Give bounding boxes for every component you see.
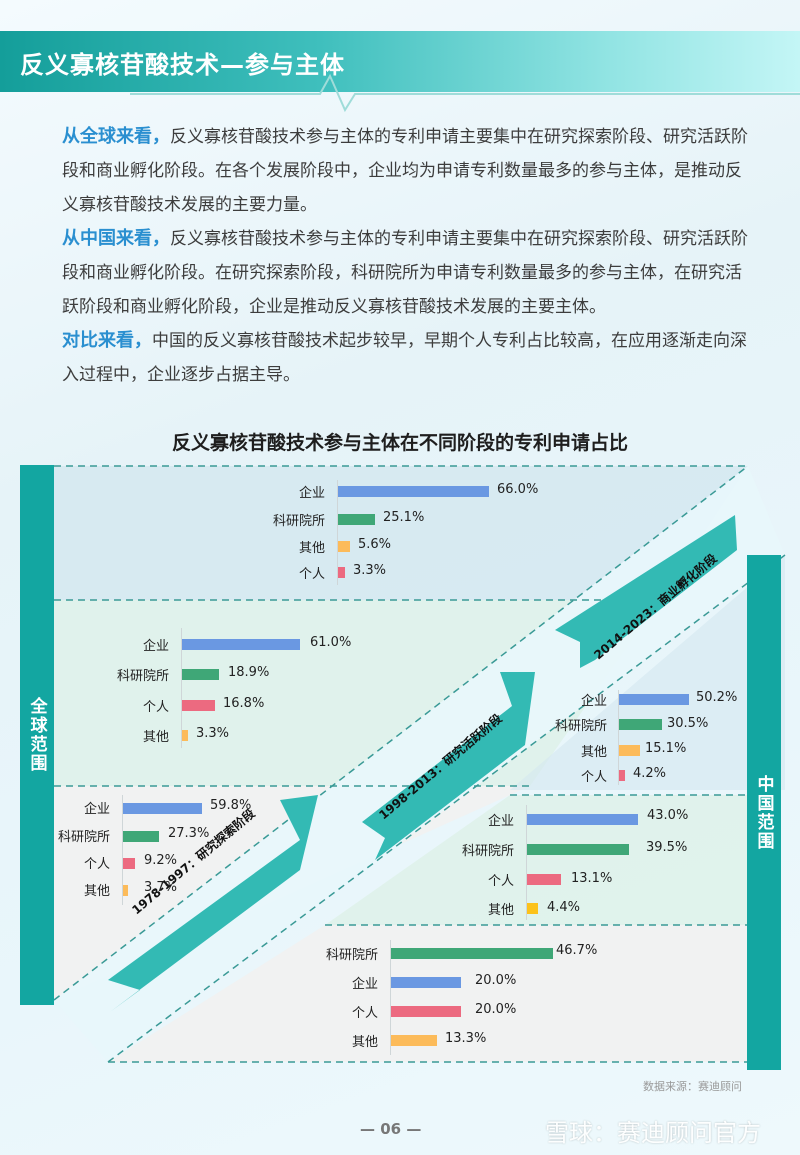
bar-value: 9.2% [144, 853, 178, 868]
bar-other [391, 1035, 437, 1046]
bar-enterprise [391, 977, 461, 988]
china-scope-label: 中国范围 [753, 774, 774, 851]
bar-label: 企业 [142, 639, 169, 654]
bar-individual [338, 567, 345, 578]
bar-label: 科研院所 [116, 669, 169, 684]
bar-label: 个人 [487, 874, 514, 889]
bar-value: 5.6% [358, 537, 392, 552]
axis-line [526, 805, 527, 920]
bar-value: 3.3% [353, 563, 387, 578]
bar-label: 其他 [298, 541, 325, 556]
bar-value: 4.2% [633, 766, 667, 781]
bar-value: 20.0% [475, 973, 517, 988]
global-scope-bar: 全球范围 [20, 465, 54, 1005]
bar-research [182, 669, 219, 680]
bar-value: 43.0% [647, 808, 689, 823]
bar-value: 18.9% [228, 665, 270, 680]
bar-research [338, 514, 375, 525]
bar-value: 3.7% [144, 880, 178, 895]
bar-label: 科研院所 [272, 514, 325, 529]
bar-value: 66.0% [497, 482, 539, 497]
bar-enterprise [527, 814, 638, 825]
bar-label: 企业 [487, 814, 514, 829]
bar-label: 其他 [580, 745, 607, 760]
bar-enterprise [182, 639, 300, 650]
bar-enterprise [123, 803, 202, 814]
bar-label: 其他 [142, 730, 169, 745]
bar-research [123, 831, 159, 842]
bar-value: 50.2% [696, 690, 738, 705]
axis-line [618, 690, 619, 785]
chart-title: 反义寡核苷酸技术参与主体在不同阶段的专利申请占比 [171, 432, 628, 454]
bar-label: 科研院所 [325, 948, 378, 963]
bar-label: 个人 [83, 857, 110, 872]
paragraph-lead: 从全球来看， [62, 126, 170, 147]
bar-label: 其他 [83, 884, 110, 899]
china-scope-bar: 中国范围 [747, 555, 781, 1070]
axis-line [390, 940, 391, 1055]
bar-value: 59.8% [210, 798, 252, 813]
bar-label: 其他 [351, 1035, 378, 1050]
bar-value: 20.0% [475, 1002, 517, 1017]
bar-research [619, 719, 662, 730]
paragraph-lead: 对比来看， [62, 330, 152, 351]
bar-value: 39.5% [646, 840, 688, 855]
header-band [0, 31, 800, 92]
bar-value: 15.1% [645, 741, 687, 756]
bar-other [527, 903, 538, 914]
bar-value: 61.0% [310, 635, 352, 650]
paragraph-global: 从全球来看，反义寡核苷酸技术参与主体的专利申请主要集中在研究探索阶段、研究活跃阶… [62, 120, 752, 222]
page-title: 反义寡核苷酸技术—参与主体 [20, 51, 345, 79]
page-number: — 06 — [360, 1120, 422, 1138]
bar-value: 13.1% [571, 871, 613, 886]
bar-other [338, 541, 350, 552]
paragraph-body: 反义寡核苷酸技术参与主体的专利申请主要集中在研究探索阶段、研究活跃阶段和商业孵化… [62, 127, 748, 215]
paragraph-china: 从中国来看，反义寡核苷酸技术参与主体的专利申请主要集中在研究探索阶段、研究活跃阶… [62, 222, 752, 324]
bar-label: 个人 [142, 700, 169, 715]
bar-other [123, 885, 128, 896]
paragraph-body: 反义寡核苷酸技术参与主体的专利申请主要集中在研究探索阶段、研究活跃阶段和商业孵化… [62, 229, 748, 317]
bar-individual [619, 770, 625, 781]
bar-research [527, 844, 629, 855]
paragraph-body: 中国的反义寡核苷酸技术起步较早，早期个人专利占比较高，在应用逐渐走向深入过程中，… [62, 331, 747, 385]
bar-label: 企业 [298, 486, 325, 501]
bar-label: 其他 [487, 903, 514, 918]
bar-individual [182, 700, 215, 711]
bar-label: 个人 [580, 770, 607, 785]
bar-label: 科研院所 [461, 844, 514, 859]
bar-label: 企业 [580, 694, 607, 709]
pulse-line-decoration [130, 73, 800, 113]
summary-text: 从全球来看，反义寡核苷酸技术参与主体的专利申请主要集中在研究探索阶段、研究活跃阶… [62, 120, 752, 392]
bar-value: 30.5% [667, 716, 709, 731]
bar-label: 企业 [351, 977, 378, 992]
bar-label: 科研院所 [554, 719, 607, 734]
paragraph-lead: 从中国来看， [62, 228, 170, 249]
bar-individual [123, 858, 135, 869]
bar-individual [391, 1006, 461, 1017]
bar-label: 个人 [298, 567, 325, 582]
axis-line [337, 480, 338, 585]
bar-enterprise [619, 694, 689, 705]
global-scope-label: 全球范围 [26, 697, 47, 773]
bar-value: 3.3% [196, 726, 230, 741]
bar-value: 25.1% [383, 510, 425, 525]
axis-line [181, 628, 182, 748]
bar-enterprise [338, 486, 489, 497]
bar-label: 科研院所 [57, 830, 110, 845]
bar-value: 4.4% [547, 900, 581, 915]
bar-other [619, 745, 640, 756]
bar-value: 46.7% [556, 943, 598, 958]
data-source: 数据来源：赛迪顾问 [643, 1080, 742, 1093]
bar-value: 27.3% [168, 826, 210, 841]
axis-line [122, 795, 123, 905]
bar-other [182, 730, 188, 741]
bar-label: 个人 [351, 1006, 378, 1021]
bar-value: 16.8% [223, 696, 265, 711]
xueqiu-credit-watermark: 雪球：赛迪顾问官方 [545, 1119, 761, 1147]
bar-individual [527, 874, 561, 885]
paragraph-compare: 对比来看，中国的反义寡核苷酸技术起步较早，早期个人专利占比较高，在应用逐渐走向深… [62, 324, 752, 392]
bar-value: 13.3% [445, 1031, 487, 1046]
bar-label: 企业 [83, 802, 110, 817]
bar-research [391, 948, 553, 959]
